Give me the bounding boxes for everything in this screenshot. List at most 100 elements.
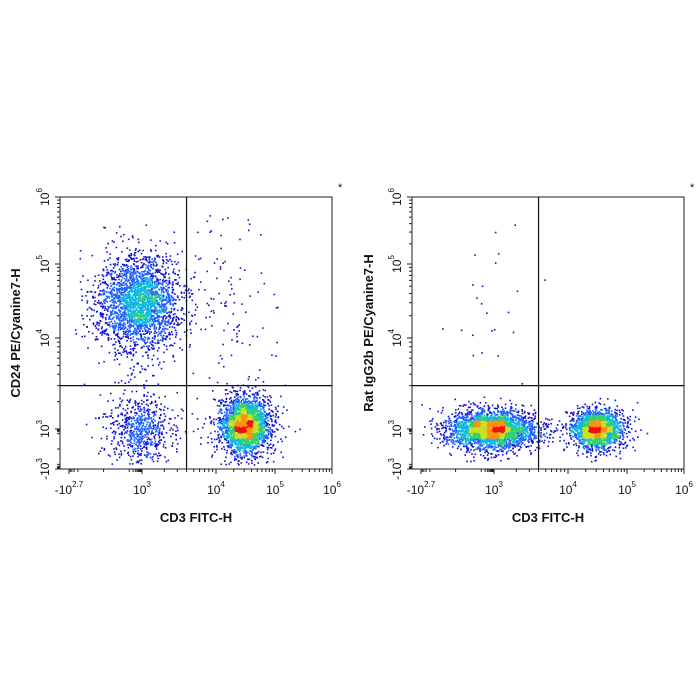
scatter-point	[246, 410, 249, 413]
scatter-point	[135, 332, 138, 334]
scatter-point	[131, 314, 134, 317]
scatter-point	[143, 339, 146, 341]
scatter-point	[247, 442, 250, 445]
scatter-point	[147, 391, 149, 394]
scatter-point	[138, 303, 141, 306]
scatter-point	[106, 313, 108, 316]
scatter-point	[143, 324, 146, 326]
scatter-point	[114, 296, 117, 299]
scatter-point	[129, 329, 131, 332]
scatter-point	[191, 293, 193, 295]
scatter-point	[102, 306, 104, 308]
scatter-point	[121, 432, 123, 434]
scatter-point	[245, 452, 247, 455]
scatter-point	[115, 324, 117, 326]
scatter-point	[127, 260, 129, 263]
scatter-point	[264, 440, 266, 442]
scatter-point	[220, 408, 222, 410]
scatter-point	[241, 446, 244, 449]
scatter-point	[176, 451, 178, 453]
scatter-point	[137, 408, 139, 410]
scatter-point	[169, 303, 171, 306]
scatter-point	[211, 454, 214, 457]
scatter-point	[147, 410, 149, 412]
scatter-point	[154, 290, 157, 292]
scatter-point	[132, 455, 134, 457]
scatter-point	[153, 305, 155, 308]
scatter-point	[125, 421, 127, 424]
scatter-point	[92, 314, 95, 317]
scatter-point	[158, 452, 160, 454]
scatter-point	[110, 423, 112, 425]
scatter-point	[139, 442, 142, 444]
scatter-point	[261, 429, 263, 432]
scatter-point	[150, 274, 153, 276]
scatter-point	[135, 283, 138, 286]
scatter-point	[119, 325, 121, 328]
scatter-point	[157, 440, 160, 443]
scatter-point	[259, 416, 261, 418]
scatter-point	[244, 451, 246, 453]
scatter-point	[176, 309, 179, 312]
scatter-point	[234, 396, 236, 398]
scatter-point	[265, 413, 268, 415]
scatter-point	[158, 304, 160, 307]
scatter-point	[156, 460, 159, 463]
scatter-point	[155, 270, 158, 273]
scatter-point	[119, 323, 121, 325]
scatter-point	[175, 263, 178, 265]
scatter-point	[173, 322, 176, 325]
scatter-point	[138, 305, 140, 308]
scatter-point	[162, 274, 165, 276]
scatter-point	[118, 309, 121, 312]
scatter-point	[106, 297, 109, 299]
scatter-point	[151, 323, 153, 325]
scatter-point	[124, 288, 126, 291]
scatter-point	[263, 418, 265, 420]
scatter-point	[143, 318, 146, 320]
scatter-point	[282, 406, 285, 408]
scatter-point	[230, 409, 233, 412]
scatter-point	[120, 313, 122, 315]
scatter-point	[111, 292, 113, 295]
scatter-point	[170, 310, 173, 313]
scatter-point	[147, 256, 149, 258]
scatter-point	[147, 310, 149, 313]
scatter-point	[102, 268, 105, 271]
scatter-point	[253, 410, 256, 413]
scatter-point	[166, 328, 169, 331]
scatter-point	[117, 258, 119, 260]
scatter-point	[142, 288, 145, 291]
scatter-point	[234, 455, 236, 458]
scatter-point	[135, 282, 137, 285]
scatter-point	[247, 403, 250, 405]
scatter-point	[232, 411, 234, 413]
scatter-point	[167, 322, 170, 324]
scatter-point	[167, 301, 169, 304]
scatter-point	[141, 266, 144, 268]
scatter-point	[249, 411, 252, 414]
scatter-point	[153, 303, 156, 305]
scatter-point	[143, 340, 146, 342]
scatter-point	[146, 399, 149, 401]
scatter-point	[109, 300, 112, 303]
scatter-point	[238, 424, 240, 427]
scatter-point	[157, 302, 159, 305]
scatter-point	[158, 436, 161, 439]
scatter-point	[102, 288, 105, 291]
scatter-point	[142, 424, 145, 427]
scatter-point	[268, 444, 270, 446]
scatter-point	[127, 407, 129, 410]
scatter-point	[121, 267, 124, 270]
scatter-point	[166, 243, 169, 245]
scatter-point	[234, 412, 237, 415]
scatter-point	[140, 266, 142, 269]
scatter-point	[157, 423, 159, 425]
scatter-point	[148, 424, 151, 426]
scatter-point	[152, 267, 154, 270]
scatter-point	[131, 359, 133, 361]
scatter-point	[140, 315, 142, 317]
scatter-point	[254, 435, 257, 438]
scatter-point	[226, 409, 229, 412]
scatter-point	[165, 295, 168, 298]
